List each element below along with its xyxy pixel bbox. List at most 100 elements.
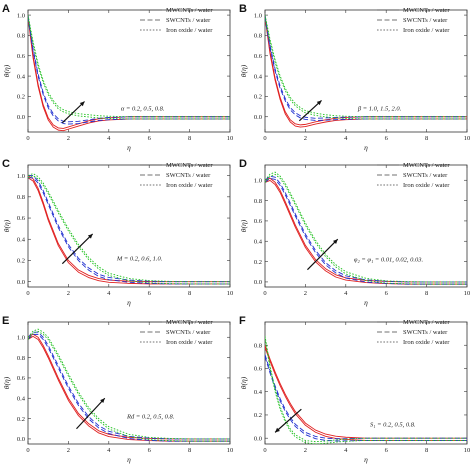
parameter-annotation: S₁ = 0.2, 0.5, 0.8. (370, 422, 416, 429)
y-tick-label: 0.2 (17, 258, 25, 265)
y-tick-label: 0.4 (17, 236, 26, 243)
panel-letter: A (2, 3, 10, 15)
trend-arrowhead (87, 233, 93, 239)
series-line-3 (28, 173, 230, 283)
y-tick-label: 0.8 (17, 33, 25, 40)
trend-arrow (306, 238, 339, 271)
trend-arrow (76, 397, 106, 430)
plot-frame (264, 321, 468, 445)
y-tick-label: 0.6 (254, 366, 263, 373)
series-group (265, 171, 467, 285)
plot-frame (27, 321, 231, 445)
series-group (265, 335, 467, 444)
legend-label: SWCNTs / water (166, 17, 211, 24)
x-tick-label: 6 (385, 290, 389, 297)
y-tick-label: 0.8 (254, 33, 262, 40)
trend-arrowhead (100, 398, 105, 404)
y-axis-label: θ(η) (239, 219, 248, 232)
x-axis-label: η (127, 455, 131, 464)
x-tick-label: 2 (304, 135, 307, 142)
series-line-1 (28, 177, 230, 285)
x-tick-label: 2 (67, 447, 70, 454)
x-tick-label: 6 (148, 447, 152, 454)
y-tick-label: 0.6 (17, 375, 26, 382)
series-line-1 (28, 175, 230, 283)
y-tick-label: 0.4 (254, 73, 263, 80)
y-tick-label: 1.0 (17, 173, 25, 180)
y-tick-label: 1.0 (254, 12, 262, 19)
parameter-annotation: φ₂ = φ₁ = 0.01, 0.02, 0.03. (354, 257, 424, 264)
parameter-annotation: M = 0.2, 0.6, 1.0. (116, 255, 163, 262)
y-tick-label: 0.0 (254, 279, 262, 286)
legend-label: MWCNTs / water (166, 162, 213, 169)
series-line-1 (28, 335, 230, 442)
legend-label: Iron oxide / water (166, 27, 213, 34)
x-tick-label: 0 (26, 447, 29, 454)
y-tick-label: 0.2 (254, 412, 262, 419)
y-tick-label: 1.0 (254, 177, 262, 184)
panel-letter: C (2, 158, 10, 170)
y-axis-label: θ(η) (2, 219, 11, 232)
y-tick-label: 0.6 (17, 53, 26, 60)
x-tick-label: 6 (148, 135, 152, 142)
y-tick-label: 0.2 (17, 94, 25, 101)
y-tick-label: 0.0 (17, 279, 25, 286)
series-line-2 (265, 177, 467, 285)
x-tick-label: 10 (464, 447, 471, 454)
series-line-2 (28, 175, 230, 283)
legend-label: SWCNTs / water (166, 172, 211, 179)
legend-label: MWCNTs / water (166, 319, 213, 326)
trend-arrowhead (275, 427, 280, 433)
x-tick-label: 2 (304, 290, 307, 297)
y-tick-label: 0.0 (17, 114, 25, 121)
x-axis-label: η (364, 143, 368, 152)
legend-label: Iron oxide / water (166, 339, 213, 346)
x-tick-label: 4 (344, 290, 348, 297)
x-tick-label: 2 (304, 447, 307, 454)
plot-frame (27, 9, 231, 133)
series-line-3 (28, 328, 230, 440)
series-line-1 (28, 17, 230, 132)
series-line-2 (265, 15, 467, 119)
panel-letter: E (2, 315, 9, 327)
parameter-annotation: α = 0.2, 0.5, 0.8. (121, 106, 165, 113)
y-tick-label: 0.8 (254, 198, 262, 205)
x-tick-label: 6 (385, 135, 389, 142)
series-group (265, 14, 467, 128)
plot-frame (27, 164, 231, 288)
x-tick-label: 10 (464, 290, 471, 297)
panel-F: F 0 2 4 6 8 10 0.0 0.2 0.4 0.6 0.8 η θ(η) MWCNTs / wat… (239, 315, 470, 464)
series-line-2 (28, 177, 230, 285)
x-tick-label: 4 (107, 447, 111, 454)
x-tick-label: 0 (26, 290, 29, 297)
trend-arrow (61, 233, 94, 265)
x-tick-label: 4 (344, 135, 348, 142)
x-tick-label: 8 (425, 447, 428, 454)
trend-arrow (274, 408, 302, 433)
legend-label: MWCNTs / water (403, 162, 450, 169)
panel-C: C 0 2 4 6 8 10 0.0 0.2 0.4 0.6 0.8 1.0 η θ(η) MWCNTs / … (2, 158, 233, 307)
series-line-2 (265, 356, 467, 442)
series-line-3 (265, 173, 467, 285)
panel-E: E 0 2 4 6 8 10 0.0 0.2 0.4 0.6 0.8 1.0 η θ(η) MWCNTs / … (2, 315, 233, 464)
x-axis-label: η (127, 143, 131, 152)
x-tick-label: 2 (67, 290, 70, 297)
series-line-1 (265, 179, 467, 285)
x-tick-label: 6 (148, 290, 152, 297)
x-axis-label: η (364, 298, 368, 307)
series-line-3 (28, 17, 230, 120)
y-tick-label: 0.4 (254, 238, 263, 245)
series-line-2 (265, 17, 467, 121)
x-tick-label: 10 (464, 135, 471, 142)
x-tick-label: 0 (263, 447, 266, 454)
x-tick-label: 4 (344, 447, 348, 454)
y-tick-label: 0.8 (17, 355, 25, 362)
x-tick-label: 10 (227, 290, 234, 297)
x-tick-label: 8 (188, 135, 191, 142)
legend-label: Iron oxide / water (403, 27, 450, 34)
y-tick-label: 0.8 (17, 194, 25, 201)
parameter-annotation: Rd = 0.2, 0.5, 0.8. (126, 414, 175, 421)
y-tick-label: 0.0 (17, 436, 25, 443)
trend-arrow (61, 101, 85, 124)
